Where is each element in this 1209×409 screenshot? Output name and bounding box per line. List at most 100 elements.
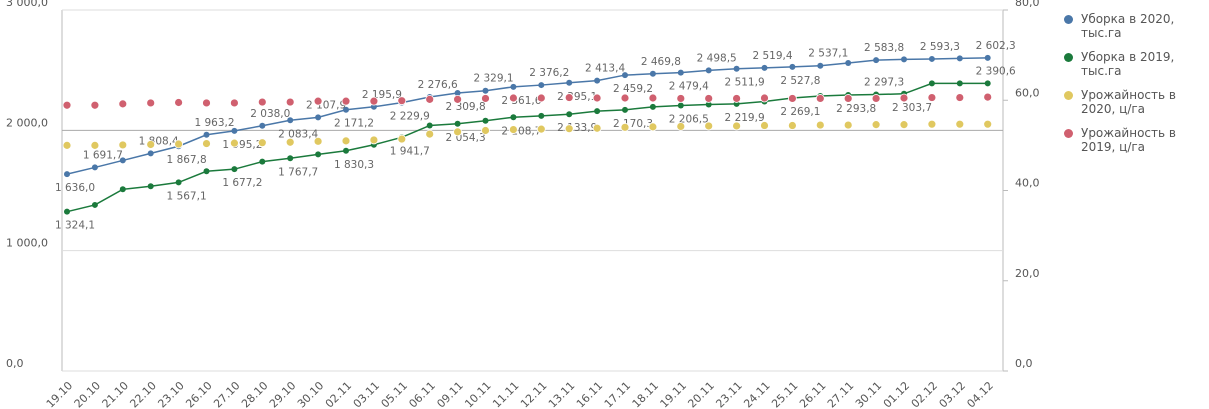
- series-line: [66, 57, 988, 175]
- data-label: 2 038,0: [250, 108, 290, 120]
- data-point: [704, 94, 714, 103]
- data-label: 1 636,0: [55, 182, 95, 194]
- data-point: [956, 80, 963, 87]
- data-label: 2 511,9: [725, 77, 765, 89]
- data-point: [788, 94, 797, 103]
- x-tick-label: 18.11: [630, 379, 661, 409]
- x-tick-label: 20.10: [72, 379, 103, 409]
- data-label: 2 171,2: [334, 118, 374, 130]
- data-point: [815, 120, 825, 130]
- data-point: [566, 79, 573, 86]
- data-point: [425, 94, 435, 104]
- data-point: [676, 94, 686, 103]
- data-label: 2 083,4: [278, 128, 318, 140]
- data-point: [313, 136, 323, 146]
- data-point: [732, 121, 741, 131]
- data-point: [536, 124, 546, 134]
- data-point: [315, 151, 322, 158]
- x-tick-label: 26.10: [183, 379, 214, 409]
- legend-item: Урожайность в 2019, ц/га: [1060, 126, 1205, 154]
- data-point: [259, 122, 266, 129]
- x-tick-label: 30.10: [295, 379, 326, 409]
- data-point: [287, 155, 294, 162]
- data-point: [536, 93, 546, 103]
- data-point: [815, 94, 825, 103]
- data-label: 2 498,5: [697, 52, 737, 64]
- legend-label: Урожайность в 2019, ц/га: [1081, 126, 1176, 154]
- x-tick-label: 03.12: [937, 379, 968, 409]
- data-point: [677, 102, 684, 109]
- x-tick-label: 21.10: [100, 379, 131, 409]
- data-label: 1 941,7: [390, 145, 430, 157]
- data-label: 1 963,2: [194, 117, 234, 129]
- x-tick-label: 19.11: [658, 379, 689, 409]
- data-point: [760, 93, 769, 103]
- data-point: [64, 171, 70, 178]
- data-point: [928, 80, 935, 87]
- legend-swatch: [1064, 129, 1073, 138]
- data-point: [315, 114, 322, 121]
- data-point: [592, 93, 602, 103]
- data-label: 1 677,2: [222, 177, 262, 189]
- x-tick-label: 25.11: [769, 379, 800, 409]
- data-label: 2 269,1: [780, 106, 820, 118]
- data-point: [453, 94, 463, 104]
- data-point: [620, 93, 630, 103]
- data-point: [955, 93, 965, 102]
- data-label: 2 303,7: [892, 102, 932, 114]
- data-point: [175, 179, 182, 186]
- data-label: 1 808,4: [139, 135, 179, 147]
- data-point: [62, 100, 72, 110]
- data-point: [733, 65, 740, 72]
- data-point: [341, 96, 351, 106]
- x-tick-label: 29.10: [267, 379, 298, 409]
- data-point: [984, 54, 991, 61]
- data-point: [899, 93, 909, 103]
- data-label: 2 537,1: [808, 48, 848, 60]
- data-point: [202, 139, 211, 148]
- data-point: [788, 121, 797, 130]
- data-point: [203, 131, 210, 138]
- data-point: [174, 98, 184, 107]
- data-point: [174, 139, 184, 149]
- data-label: 2 459,2: [613, 83, 653, 95]
- x-tick-label: 02.12: [909, 379, 940, 409]
- data-point: [90, 100, 100, 110]
- data-point: [648, 93, 658, 103]
- x-tick-label: 20.11: [685, 379, 716, 409]
- data-point: [873, 57, 880, 64]
- data-label: 2 593,3: [920, 41, 960, 53]
- data-point: [313, 96, 323, 106]
- data-point: [481, 94, 490, 103]
- data-point: [984, 80, 991, 87]
- data-point: [453, 127, 463, 137]
- data-label: 2 195,9: [362, 89, 402, 101]
- legend-swatch: [1064, 91, 1073, 100]
- data-point: [705, 67, 712, 74]
- data-point: [594, 77, 601, 84]
- y-tick-label: 2 000,0: [6, 116, 48, 129]
- data-point: [566, 111, 573, 118]
- data-label: 1 830,3: [334, 159, 374, 171]
- data-point: [90, 140, 100, 150]
- data-point: [397, 134, 407, 144]
- data-label: 2 329,1: [473, 73, 513, 85]
- data-point: [147, 183, 154, 190]
- data-point: [481, 126, 490, 135]
- y2-tick-label: 40,0: [1015, 177, 1040, 190]
- data-label: 2 219,9: [725, 112, 765, 124]
- data-point: [732, 94, 741, 103]
- data-point: [118, 140, 128, 150]
- data-point: [901, 56, 907, 63]
- data-point: [369, 96, 379, 106]
- data-label: 2 276,6: [418, 79, 458, 91]
- data-point: [343, 106, 349, 113]
- data-label: 2 519,4: [752, 50, 792, 62]
- data-point: [983, 119, 993, 129]
- data-point: [91, 201, 98, 208]
- data-label: 1 867,8: [167, 154, 207, 166]
- data-point: [760, 121, 769, 130]
- data-point: [231, 127, 238, 134]
- data-point: [622, 72, 628, 79]
- data-point: [564, 93, 574, 102]
